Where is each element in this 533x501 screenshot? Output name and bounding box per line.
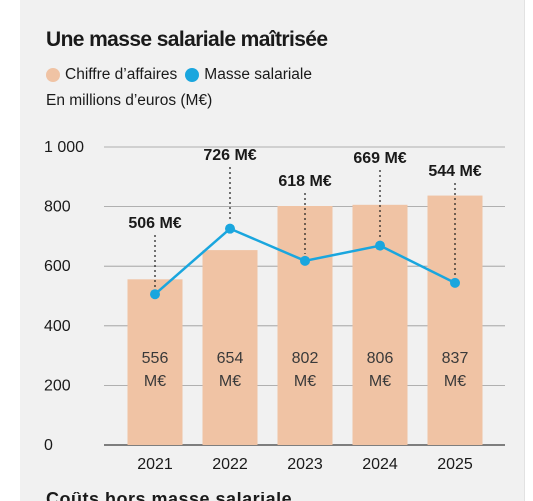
bar-value-label: 556 [142, 350, 169, 367]
bar-unit-label: M€ [444, 373, 466, 390]
x-tick-label: 2025 [437, 456, 473, 473]
line-point [375, 240, 385, 251]
legend-swatch-revenue [46, 68, 60, 82]
bar-unit-label: M€ [369, 373, 391, 390]
line-value-label: 618 M€ [278, 173, 331, 190]
legend-label-revenue: Chiffre d’affaires [65, 66, 178, 83]
x-tick-label: 2022 [212, 456, 248, 473]
y-tick-label: 800 [44, 199, 71, 216]
unit-label: En millions d’euros (M€) [46, 92, 213, 109]
line-value-label: 669 M€ [353, 150, 406, 167]
bar-unit-label: M€ [294, 373, 316, 390]
y-tick-label: 600 [44, 258, 71, 275]
line-value-label: 544 M€ [428, 163, 481, 180]
bar [277, 206, 333, 445]
line-value-label: 506 M€ [128, 215, 181, 232]
bar [127, 279, 183, 445]
bar-value-label: 654 [217, 350, 244, 367]
line-point [300, 255, 310, 266]
y-tick-label: 0 [44, 437, 53, 454]
bar-unit-label: M€ [144, 373, 166, 390]
legend-item-payroll: Masse salariale [185, 66, 312, 84]
bar [427, 195, 483, 445]
x-tick-label: 2023 [287, 456, 323, 473]
chart-title: Une masse salariale maîtrisée [46, 28, 328, 51]
legend: Chiffre d’affaires Masse salariale [46, 66, 312, 84]
next-section-title: Coûts hors masse salariale [46, 492, 346, 501]
bar-value-label: 806 [367, 350, 394, 367]
line-point [150, 289, 160, 300]
y-tick-label: 1 000 [44, 139, 84, 156]
bar-value-label: 837 [442, 350, 469, 367]
legend-item-revenue: Chiffre d’affaires [46, 66, 177, 84]
x-tick-label: 2021 [137, 456, 173, 473]
legend-swatch-payroll [185, 68, 200, 82]
line-value-label: 726 M€ [203, 147, 256, 164]
x-tick-label: 2024 [362, 456, 398, 473]
legend-label-payroll: Masse salariale [204, 66, 312, 83]
bar [202, 250, 258, 445]
bar-value-label: 802 [292, 350, 319, 367]
y-tick-label: 400 [44, 318, 71, 335]
line-point [450, 277, 460, 288]
bar-unit-label: M€ [219, 373, 241, 390]
y-tick-label: 200 [44, 377, 71, 394]
line-point [225, 223, 235, 234]
